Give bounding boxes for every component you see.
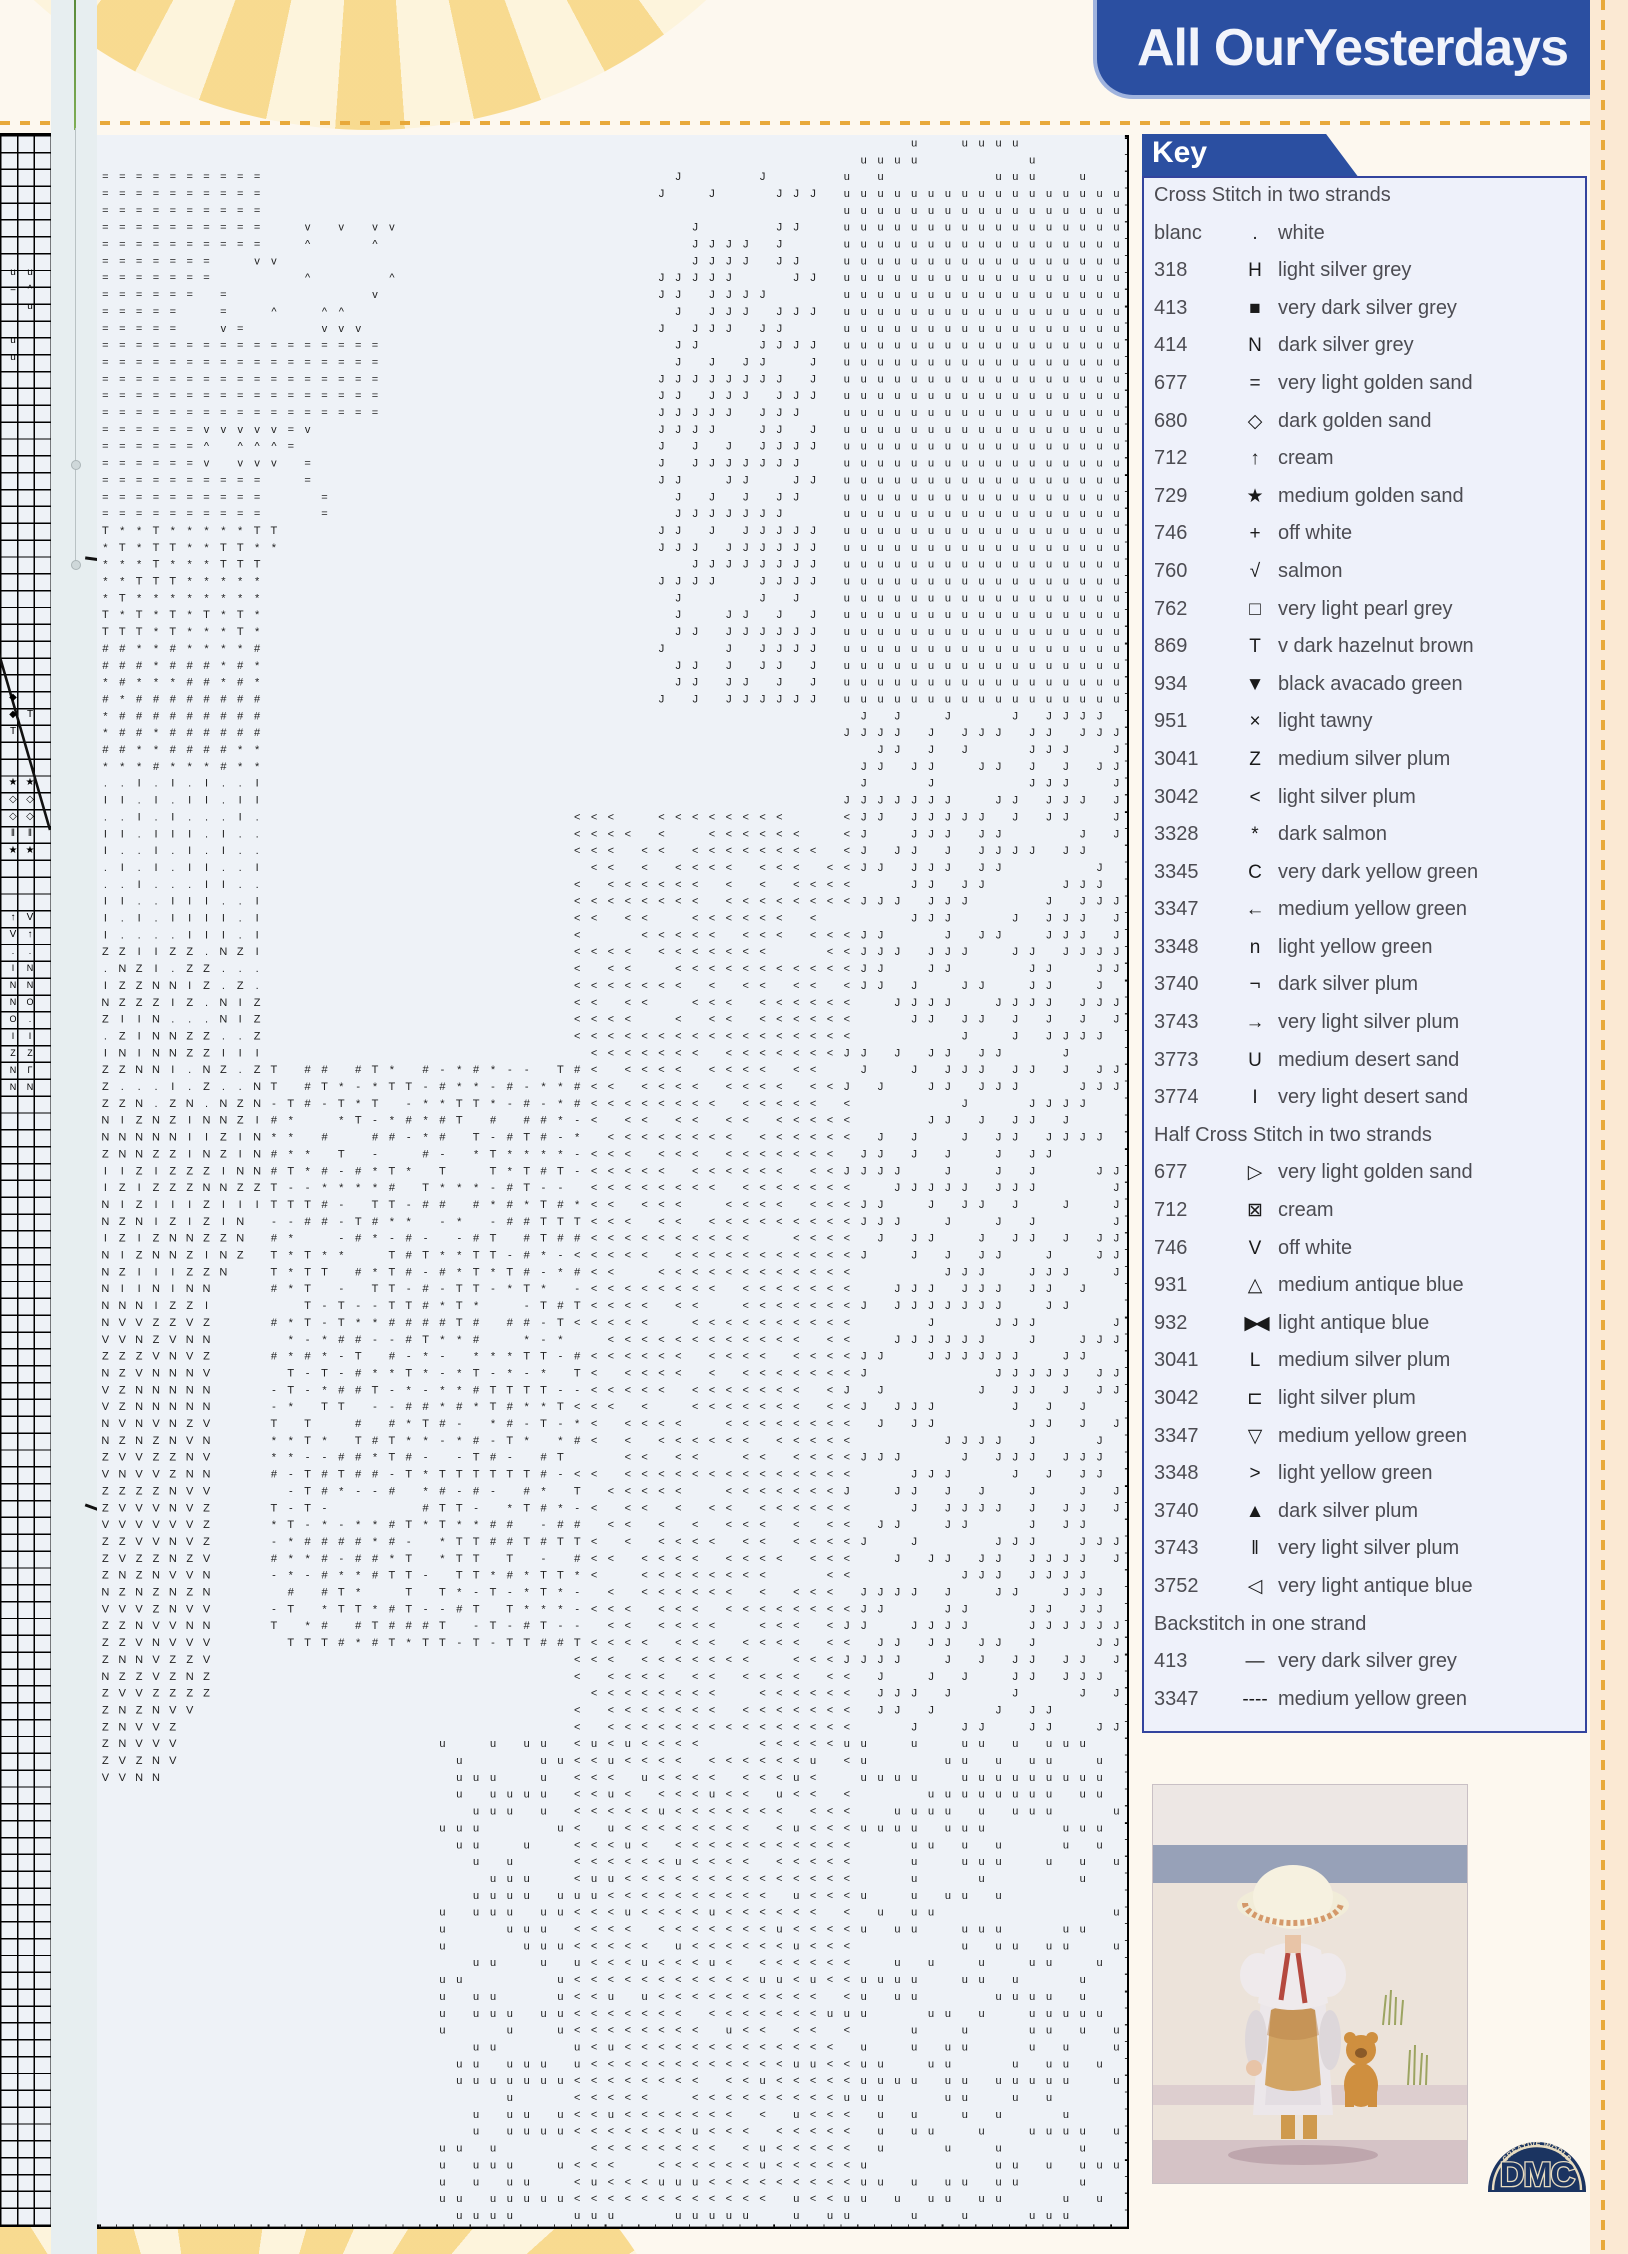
svg-text:IZIZZZNNZZT--****#T***-#T--<<<: I Z I Z Z Z N N Z Z T - - * * * * # T * * * - # T - - < < < < < < < < < < < < <… [104, 1182, 1119, 1194]
svg-text:DMC: DMC [1500, 2156, 1575, 2193]
svg-text:ZZIIZZ.NZI<<<<<<<<<<<<<JJJJJJJ: Z Z I I Z Z. N Z I < < < < < < < < < < < < < J J J J J J J J J J J J [102, 946, 1119, 958]
svg-text:uuuu<<<<<u<<<<<<u<<<uuuuuu: u u u u < < < < < u < < < < < < u < < < u u u u u u [439, 1940, 1119, 1952]
